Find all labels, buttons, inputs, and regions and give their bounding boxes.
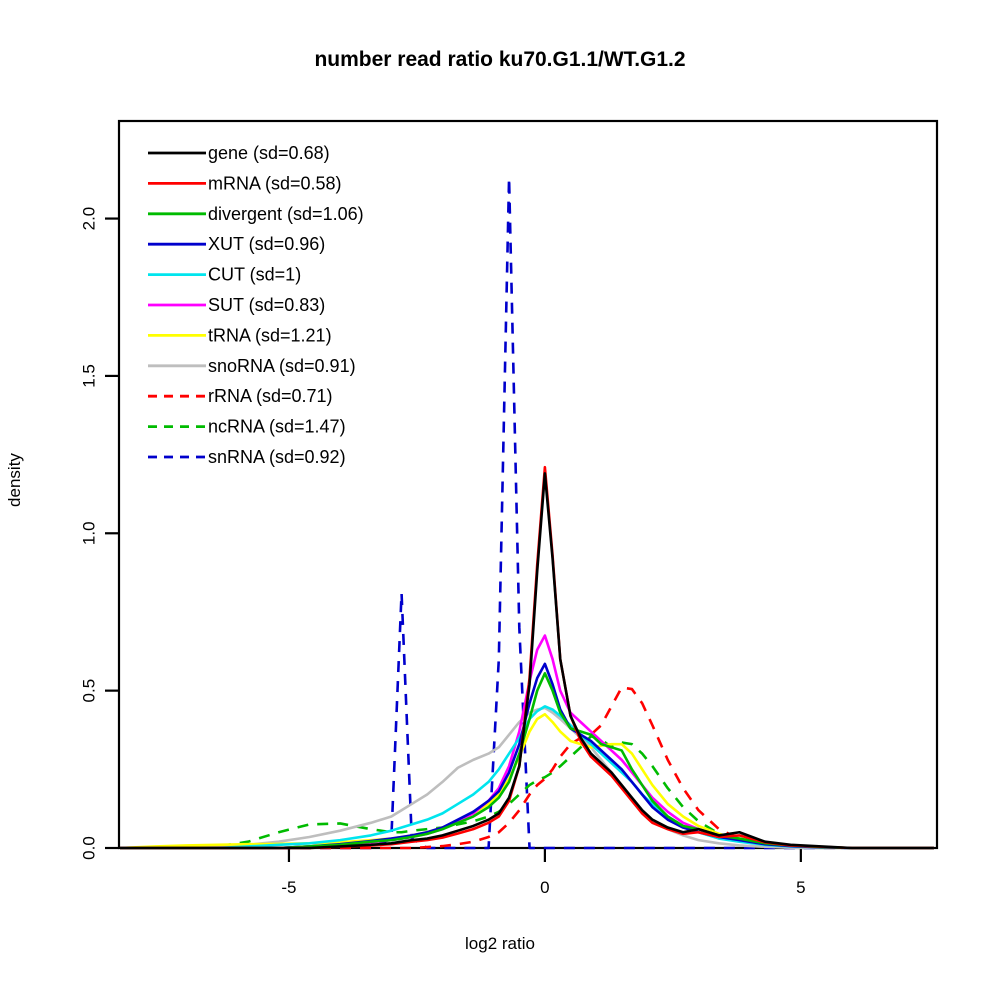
- legend-label-mRNA: mRNA (sd=0.58): [208, 173, 342, 193]
- x-tick-label: 5: [796, 878, 805, 897]
- density-curve-SUT: [120, 634, 934, 850]
- page-title: number read ratio ku70.G1.1/WT.G1.2: [314, 48, 686, 71]
- legend-label-divergent: divergent (sd=1.06): [208, 204, 364, 224]
- density-curve-snRNA: [120, 176, 934, 850]
- x-tick-label: 0: [540, 878, 549, 897]
- legend-label-tRNA: tRNA (sd=1.21): [208, 325, 332, 345]
- x-tick-label: -5: [281, 878, 296, 897]
- legend-label-rRNA: rRNA (sd=0.71): [208, 386, 333, 406]
- legend-label-snRNA: snRNA (sd=0.92): [208, 447, 346, 467]
- axes: -5 0 5 0.0 0.5 1.0 1.5 2.0: [80, 119, 939, 897]
- density-curve-tRNA: [119, 712, 934, 850]
- density-curve-gene: [120, 472, 934, 850]
- y-tick-label: 0.0: [80, 836, 99, 860]
- plot-box: [117, 119, 939, 850]
- legend-label-snoRNA: snoRNA (sd=0.91): [208, 356, 356, 376]
- legend-label-SUT: SUT (sd=0.83): [208, 295, 325, 315]
- y-tick-label: 1.5: [80, 364, 99, 388]
- y-tick-label: 2.0: [80, 207, 99, 231]
- legend-label-ncRNA: ncRNA (sd=1.47): [208, 417, 346, 437]
- legend-label-XUT: XUT (sd=0.96): [208, 234, 325, 254]
- density-curve-CUT: [120, 705, 934, 850]
- y-tick-label: 0.5: [80, 679, 99, 703]
- legend-label-gene: gene (sd=0.68): [208, 143, 330, 163]
- density-curves: [119, 176, 934, 850]
- legend-label-CUT: CUT (sd=1): [208, 265, 301, 285]
- density-curve-snoRNA: [120, 706, 934, 850]
- x-axis-label: log2 ratio: [465, 934, 535, 953]
- y-tick-label: 1.0: [80, 521, 99, 545]
- legend: gene (sd=0.68) mRNA (sd=0.58) divergent (s…: [148, 143, 364, 467]
